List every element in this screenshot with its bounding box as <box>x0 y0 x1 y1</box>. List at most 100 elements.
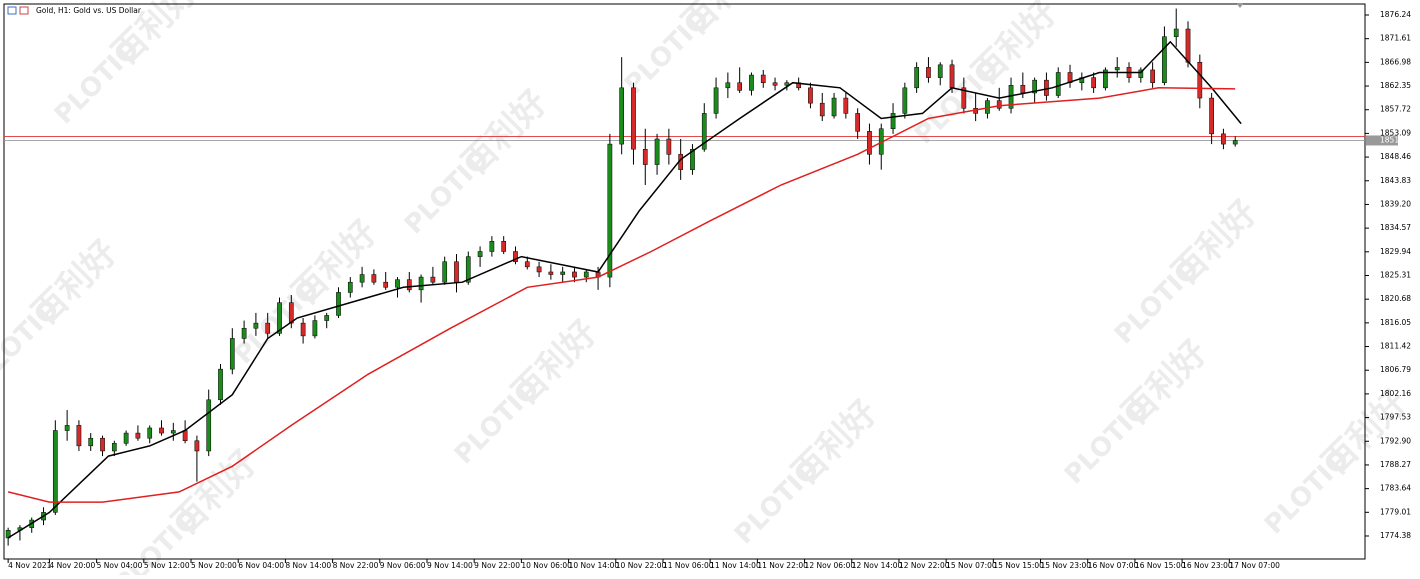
candle-body <box>324 315 330 321</box>
candle-body <box>831 97 837 117</box>
candle-body <box>371 274 377 283</box>
chart-title: Gold, H1: Gold vs. US Dollar <box>36 6 142 15</box>
y-tick-label: 1797.53 <box>1380 413 1411 422</box>
candle-body <box>229 338 235 370</box>
candle-body <box>1114 67 1120 71</box>
icon <box>19 6 29 15</box>
candle-body <box>123 432 129 444</box>
x-tick-label: 15 Nov 15:00 <box>993 561 1044 570</box>
x-tick-label: 12 Nov 06:00 <box>805 561 856 570</box>
candle-body <box>52 430 58 513</box>
x-tick-label: 16 Nov 15:00 <box>1135 561 1186 570</box>
candle-body <box>1020 85 1026 94</box>
candle-body <box>206 399 212 452</box>
y-tick-label: 1779.01 <box>1380 507 1411 516</box>
bid-label-box <box>1366 135 1398 146</box>
x-tick-label: 5 Nov 20:00 <box>191 561 237 570</box>
candle-body <box>100 437 105 452</box>
y-tick-label: 1866.98 <box>1380 57 1411 66</box>
candle-body <box>489 241 495 252</box>
x-tick-label: 8 Nov 22:00 <box>333 561 379 570</box>
candle-body <box>1103 69 1108 89</box>
candle-body <box>572 271 577 278</box>
candle-body <box>843 97 849 114</box>
candle-body <box>194 440 200 452</box>
candle-body <box>1221 133 1226 145</box>
candle-body <box>182 430 188 441</box>
candle-body <box>819 102 825 117</box>
x-tick-label: 8 Nov 14:00 <box>285 561 331 570</box>
candle-body <box>548 271 554 275</box>
candle-body <box>654 138 660 165</box>
candle-body <box>501 241 507 252</box>
candle-body <box>465 256 471 283</box>
candle-body <box>713 87 719 114</box>
plot <box>4 8 1365 546</box>
watermark-logo: PLOTIO <box>399 144 495 240</box>
candle-body <box>855 113 860 132</box>
y-tick-label: 1783.64 <box>1380 484 1411 493</box>
candle-body <box>1173 28 1179 37</box>
candle-body <box>76 425 82 447</box>
candle-body <box>359 274 365 283</box>
candle-body <box>1055 72 1061 96</box>
watermark-logo: PLOTIO <box>1059 394 1155 490</box>
candle-body <box>808 87 813 104</box>
x-tick-label: 11 Nov 22:00 <box>757 561 808 570</box>
y-tick-label: 1853.09 <box>1380 128 1411 137</box>
icon <box>7 6 17 15</box>
candle-body <box>560 271 566 275</box>
candle-body <box>949 64 955 89</box>
candle-body <box>1138 69 1144 78</box>
candle-body <box>867 131 872 155</box>
candle-body <box>902 87 908 114</box>
candle-body <box>914 67 919 89</box>
y-tick-label: 1848.46 <box>1380 152 1411 161</box>
candle-body <box>1091 77 1096 89</box>
candle-body <box>265 322 271 334</box>
y-tick-label: 1806.79 <box>1380 365 1411 374</box>
x-tick-label: 15 Nov 07:00 <box>946 561 997 570</box>
candle-body <box>159 427 164 434</box>
candle-body <box>666 138 672 155</box>
candle-body <box>135 432 141 439</box>
x-tick-label: 11 Nov 06:00 <box>663 561 714 570</box>
watermark-logo: PLOTIO <box>0 294 65 390</box>
candle-body <box>619 87 625 145</box>
candle-body <box>890 113 896 129</box>
x-tick-label: 10 Nov 06:00 <box>521 561 572 570</box>
candle-body <box>642 148 648 165</box>
bid-label: 1851.71 <box>1380 135 1411 144</box>
candle-body <box>383 281 389 288</box>
x-tick-label: 5 Nov 12:00 <box>144 561 190 570</box>
watermark-logo: PLOTIO <box>1259 444 1355 540</box>
x-tick-label: 5 Nov 04:00 <box>97 561 143 570</box>
candle-body <box>300 322 306 337</box>
y-tick-label: 1857.72 <box>1380 105 1411 114</box>
x-tick-label: 9 Nov 06:00 <box>380 561 426 570</box>
moving-average <box>7 40 1242 539</box>
x-tick-label: 12 Nov 14:00 <box>852 561 903 570</box>
moving-average <box>7 87 1236 503</box>
title-icons <box>7 6 29 15</box>
x-tick-label: 10 Nov 14:00 <box>569 561 620 570</box>
candle-body <box>1150 69 1155 83</box>
shift-marker <box>1236 3 1244 8</box>
candle-body <box>253 322 259 329</box>
y-tick-label: 1862.35 <box>1380 81 1411 90</box>
plot-frame <box>3 3 1366 560</box>
x-tick-label: 15 Nov 23:00 <box>1041 561 1092 570</box>
candle-body <box>454 261 459 283</box>
candle-body <box>477 251 483 257</box>
candle-body <box>336 292 341 316</box>
y-tick-label: 1820.68 <box>1380 294 1411 303</box>
candle-body <box>725 82 731 89</box>
x-tick-label: 9 Nov 22:00 <box>474 561 520 570</box>
x-tick-label: 17 Nov 07:00 <box>1229 561 1280 570</box>
candle-body <box>1032 79 1037 94</box>
y-tick-label: 1816.05 <box>1380 318 1411 327</box>
y-tick-label: 1825.31 <box>1380 270 1411 279</box>
x-tick-label: 4 Nov 20:00 <box>49 561 95 570</box>
y-tick-label: 1811.42 <box>1380 342 1411 351</box>
candle-body <box>241 327 247 339</box>
